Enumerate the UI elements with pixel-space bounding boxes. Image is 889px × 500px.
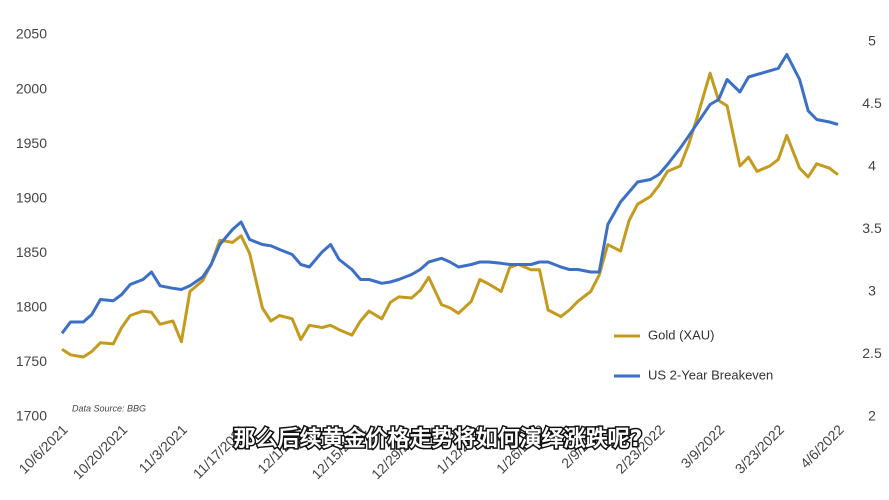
y-tick-label: 1750: [16, 353, 47, 369]
x-tick-label: 3/23/2022: [732, 421, 788, 477]
y2-tick-label: 3.5: [862, 220, 882, 236]
y2-tick-label: 4: [868, 158, 876, 174]
y2-tick-label: 4.5: [862, 95, 882, 111]
y2-tick-label: 3: [868, 283, 876, 299]
series-line: [61, 71, 839, 359]
caption: 那么后续黄金价格走势将如何演绎涨跌呢?: [234, 426, 643, 452]
y-tick-label: 1950: [16, 135, 47, 151]
y-tick-label: 1700: [16, 408, 47, 424]
source-note: Data Source: BBG: [72, 403, 146, 413]
y-tick-label: 2050: [16, 26, 47, 42]
x-tick-label: 4/6/2022: [797, 421, 847, 471]
series-line: [60, 53, 839, 335]
y-tick-label: 1850: [16, 244, 47, 260]
x-tick-label: 11/3/2021: [136, 421, 191, 476]
y-tick-label: 2000: [16, 80, 47, 96]
y2-tick-label: 2: [868, 408, 876, 424]
y2-tick-label: 5: [868, 33, 876, 49]
y-tick-label: 1800: [16, 299, 47, 315]
x-tick-label: 3/9/2022: [678, 421, 728, 471]
x-tick-label: 10/20/2021: [70, 421, 131, 482]
legend-label: US 2-Year Breakeven: [648, 367, 773, 382]
y-tick-label: 1900: [16, 189, 47, 205]
y2-tick-label: 2.5: [862, 345, 882, 361]
x-tick-label: 10/6/2021: [15, 421, 71, 477]
legend-label: Gold (XAU): [648, 327, 714, 342]
